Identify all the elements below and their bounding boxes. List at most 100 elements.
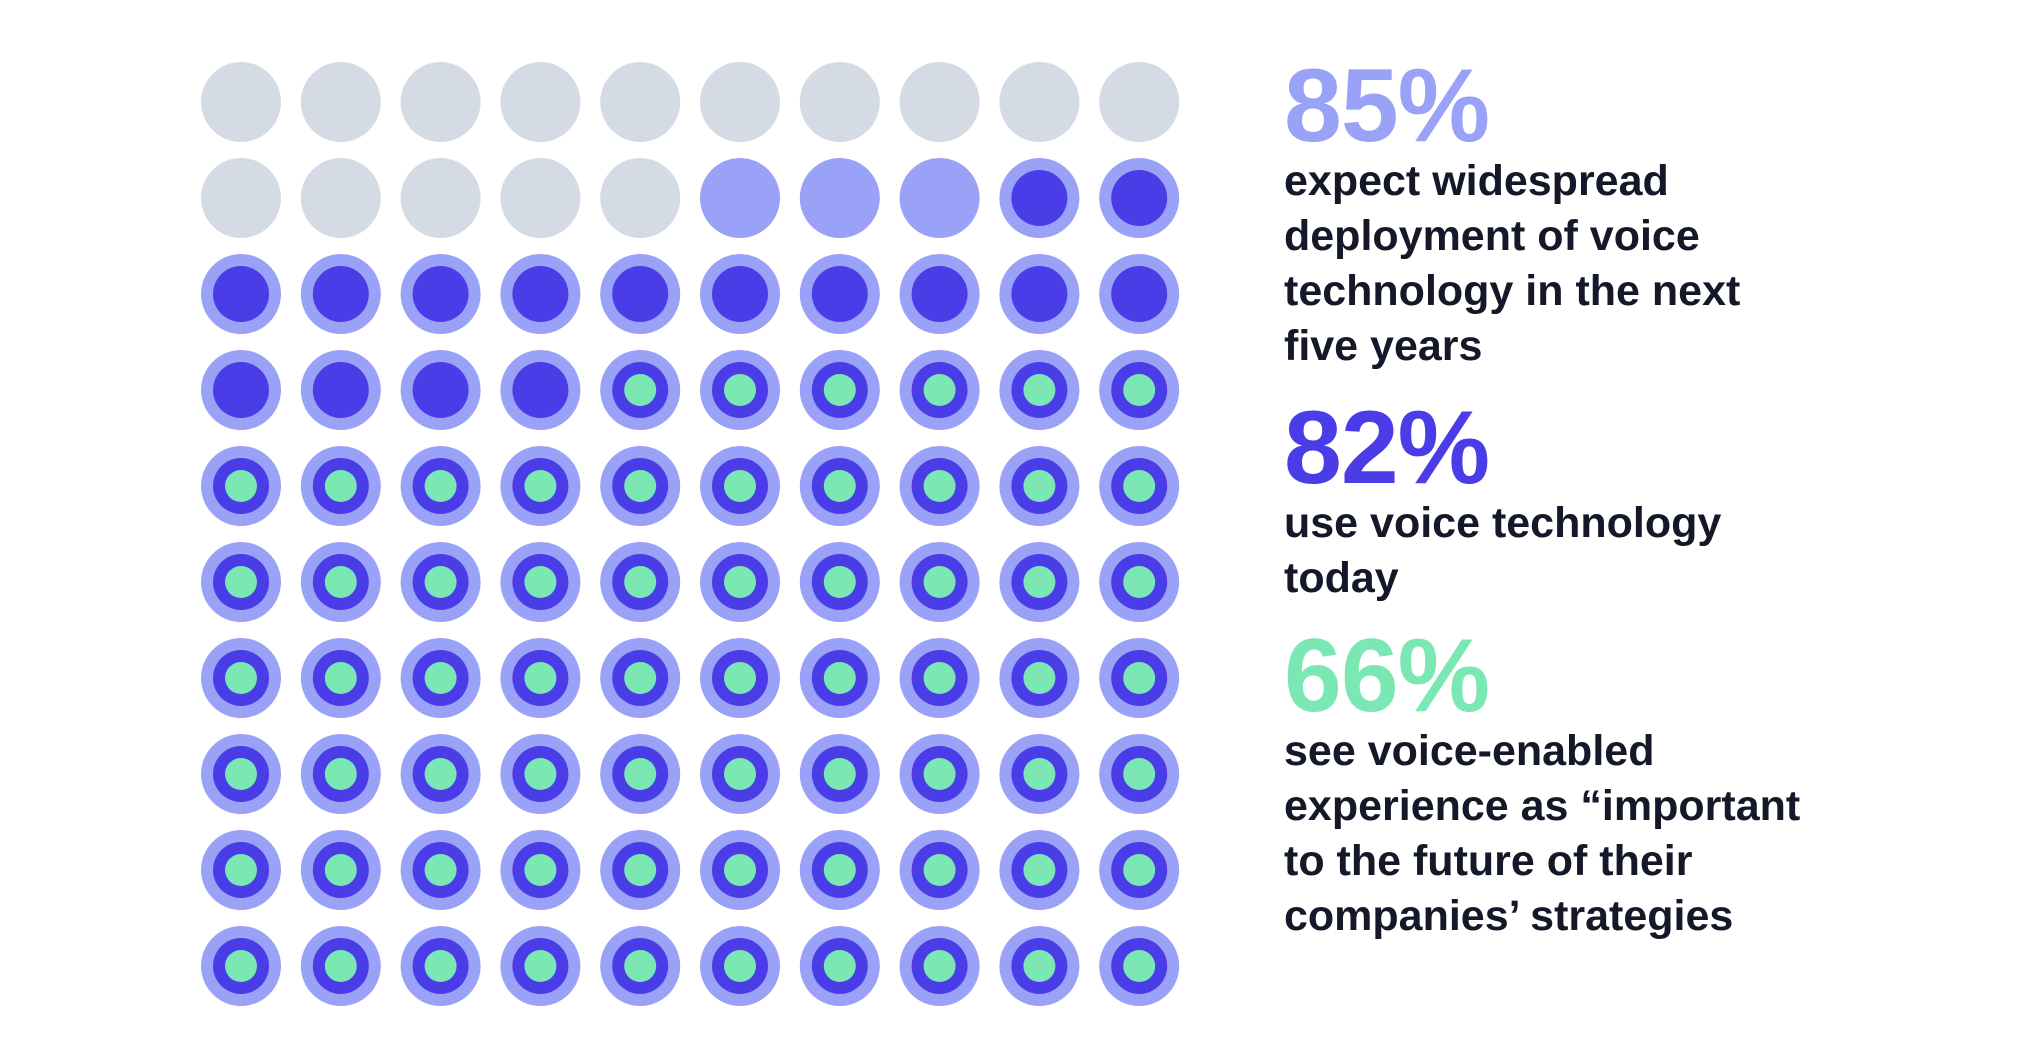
stat-use-percent: 82% bbox=[1284, 390, 1490, 506]
dot-use-ring bbox=[512, 266, 569, 322]
dot-see-core bbox=[624, 374, 657, 406]
dot-see-core bbox=[424, 662, 457, 694]
dot-9 bbox=[999, 62, 1080, 142]
dot-empty bbox=[500, 158, 581, 238]
dot-98 bbox=[899, 926, 980, 1006]
dot-see-core bbox=[424, 758, 457, 790]
dot-60 bbox=[1099, 542, 1180, 622]
dot-21 bbox=[201, 254, 281, 334]
dot-use-ring bbox=[712, 266, 768, 322]
dot-68 bbox=[899, 638, 980, 718]
dot-73 bbox=[400, 734, 481, 814]
dot-88 bbox=[899, 830, 980, 910]
dot-expect-ring bbox=[799, 158, 880, 238]
dot-see-core bbox=[724, 470, 756, 502]
dot-10 bbox=[1099, 62, 1180, 142]
dot-use-ring bbox=[1011, 266, 1068, 322]
dot-83 bbox=[400, 830, 481, 910]
dot-74 bbox=[500, 734, 581, 814]
dot-97 bbox=[799, 926, 880, 1006]
dot-see-core bbox=[923, 566, 956, 598]
dot-57 bbox=[799, 542, 880, 622]
dot-4 bbox=[500, 62, 581, 142]
dot-matrix-chart bbox=[201, 62, 1180, 1006]
stat-expect-line: five years bbox=[1284, 322, 1483, 370]
dot-43 bbox=[400, 446, 481, 526]
dot-62 bbox=[300, 638, 381, 718]
dot-see-core bbox=[424, 566, 457, 598]
dot-see-core bbox=[1123, 758, 1156, 790]
dot-see-core bbox=[724, 374, 756, 406]
dot-1 bbox=[201, 62, 281, 142]
stat-see-line: companies’ strategies bbox=[1284, 892, 1734, 940]
dot-50 bbox=[1099, 446, 1180, 526]
dot-see-core bbox=[823, 566, 856, 598]
dot-67 bbox=[799, 638, 880, 718]
dot-empty bbox=[999, 62, 1080, 142]
dot-see-core bbox=[624, 758, 657, 790]
dot-47 bbox=[799, 446, 880, 526]
dot-empty bbox=[201, 62, 281, 142]
dot-empty bbox=[600, 158, 681, 238]
stat-expect-line: technology in the next bbox=[1284, 267, 1741, 315]
dot-see-core bbox=[823, 662, 856, 694]
dot-see-core bbox=[225, 566, 257, 598]
stat-expect-line: expect widespread bbox=[1284, 157, 1669, 205]
dot-use-ring bbox=[512, 362, 569, 418]
dot-use-ring bbox=[1111, 170, 1168, 226]
dot-92 bbox=[300, 926, 381, 1006]
dot-see-core bbox=[624, 470, 657, 502]
dot-87 bbox=[799, 830, 880, 910]
dot-34 bbox=[500, 350, 581, 430]
dot-see-core bbox=[923, 854, 956, 886]
dot-see-core bbox=[524, 950, 557, 982]
dot-expect-ring bbox=[899, 158, 980, 238]
dot-see-core bbox=[823, 758, 856, 790]
dot-see-core bbox=[823, 374, 856, 406]
dot-see-core bbox=[1123, 566, 1156, 598]
dot-see-core bbox=[1023, 662, 1056, 694]
dot-30 bbox=[1099, 254, 1180, 334]
dot-78 bbox=[899, 734, 980, 814]
stat-expect-percent: 85% bbox=[1284, 48, 1490, 164]
dot-6 bbox=[700, 62, 780, 142]
dot-see-core bbox=[324, 662, 357, 694]
dot-15 bbox=[600, 158, 681, 238]
dot-see-core bbox=[324, 758, 357, 790]
dot-empty bbox=[300, 158, 381, 238]
dot-59 bbox=[999, 542, 1080, 622]
dot-use-ring bbox=[1011, 170, 1068, 226]
dot-see-core bbox=[1123, 662, 1156, 694]
dot-use-ring bbox=[1111, 266, 1168, 322]
dot-see-core bbox=[624, 854, 657, 886]
dot-use-ring bbox=[412, 362, 469, 418]
dot-66 bbox=[700, 638, 780, 718]
dot-54 bbox=[500, 542, 581, 622]
dot-17 bbox=[799, 158, 880, 238]
dot-26 bbox=[700, 254, 780, 334]
dot-93 bbox=[400, 926, 481, 1006]
dot-14 bbox=[500, 158, 581, 238]
dot-see-core bbox=[1123, 854, 1156, 886]
dot-19 bbox=[999, 158, 1080, 238]
dot-see-core bbox=[524, 758, 557, 790]
dot-45 bbox=[600, 446, 681, 526]
dot-46 bbox=[700, 446, 780, 526]
dot-see-core bbox=[524, 854, 557, 886]
dot-see-core bbox=[923, 758, 956, 790]
dot-empty bbox=[899, 62, 980, 142]
dot-see-core bbox=[1023, 374, 1056, 406]
stat-see-line: see voice-enabled bbox=[1284, 727, 1655, 775]
dot-38 bbox=[899, 350, 980, 430]
dot-see-core bbox=[424, 854, 457, 886]
dot-see-core bbox=[624, 950, 657, 982]
dot-11 bbox=[201, 158, 281, 238]
dot-70 bbox=[1099, 638, 1180, 718]
dot-33 bbox=[400, 350, 481, 430]
stat-see-line: to the future of their bbox=[1284, 837, 1693, 885]
dot-5 bbox=[600, 62, 681, 142]
dot-53 bbox=[400, 542, 481, 622]
stat-use-line: use voice technology bbox=[1284, 499, 1722, 547]
dot-empty bbox=[400, 62, 481, 142]
dot-see-core bbox=[923, 662, 956, 694]
